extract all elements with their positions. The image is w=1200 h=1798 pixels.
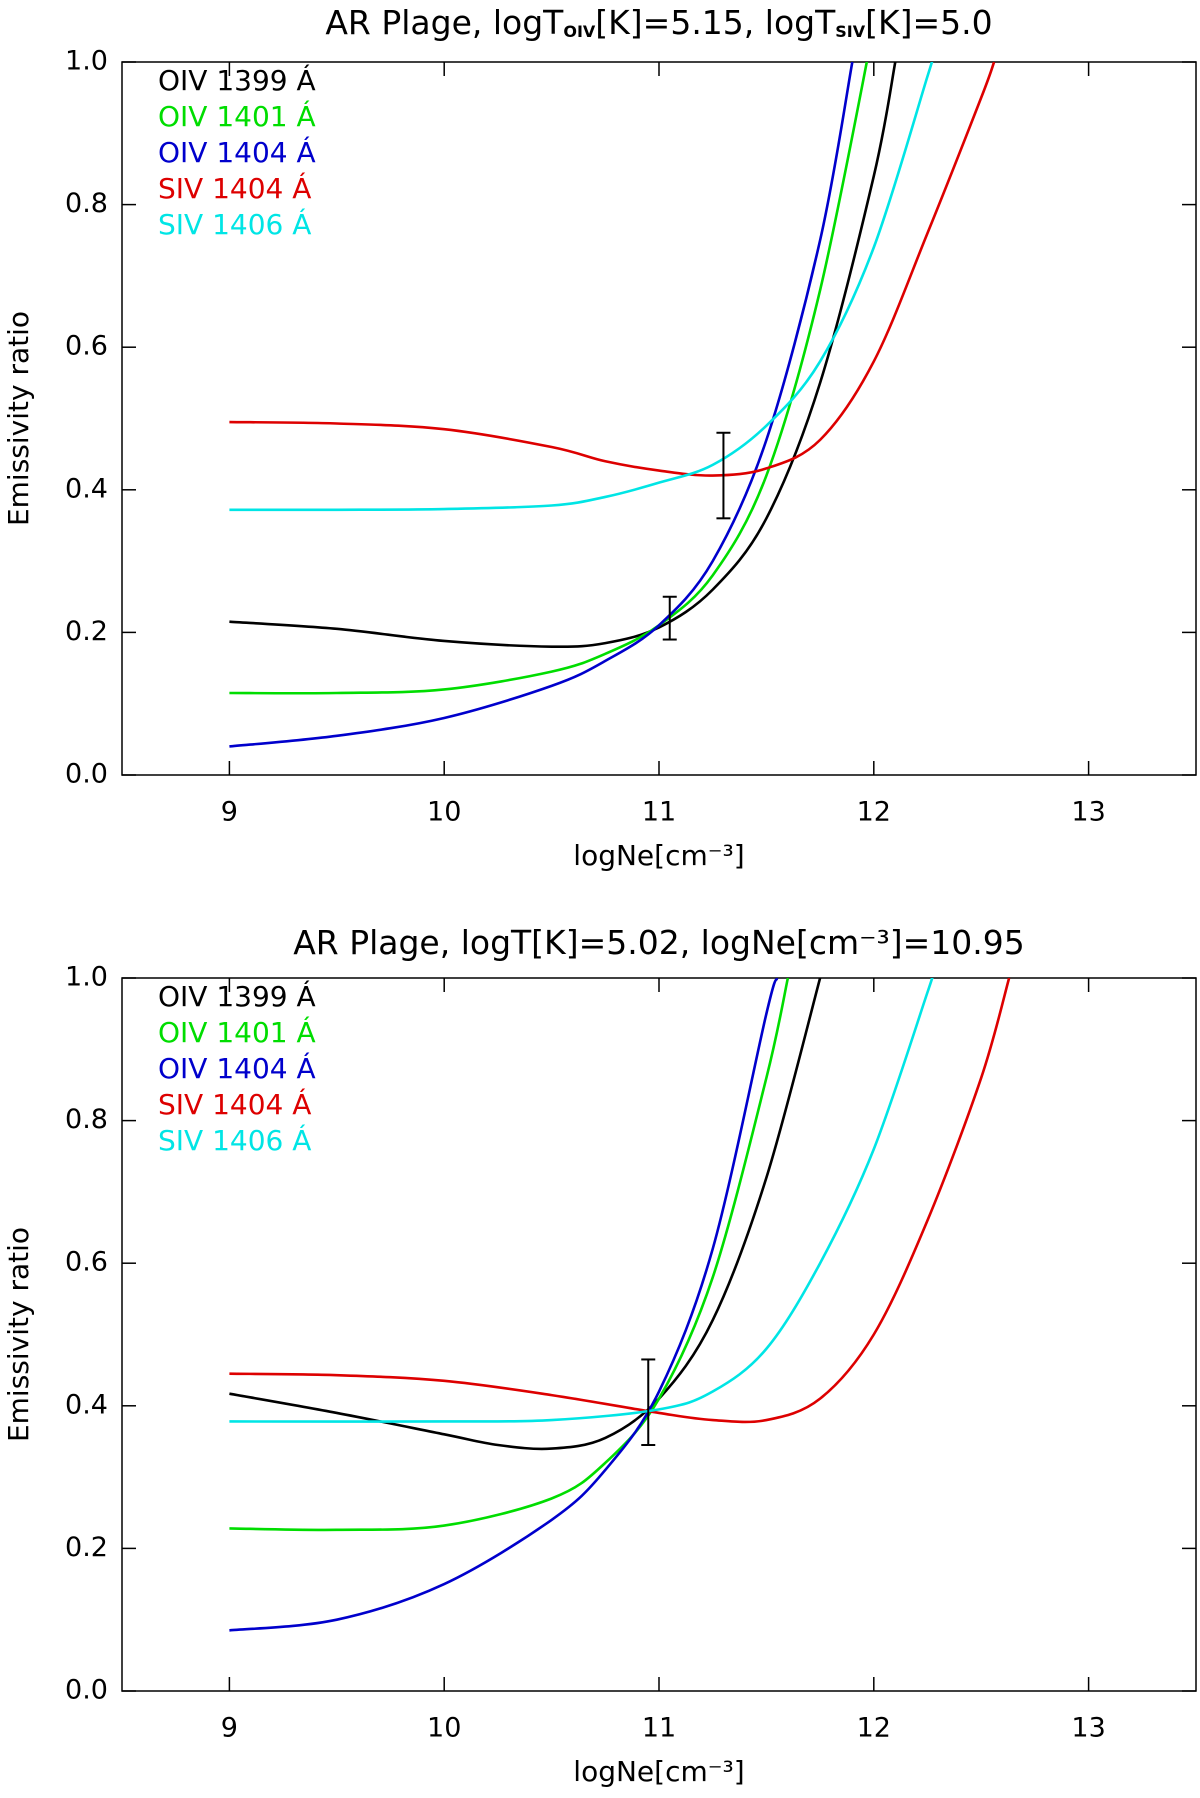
x-tick-label: 9 xyxy=(221,797,238,828)
chart: AR Plage, logTOIV[K]=5.15, logTSIV[K]=5.… xyxy=(2,3,1197,872)
legend-label: OIV 1404 Á xyxy=(158,135,316,169)
legend-label: OIV 1401 Á xyxy=(158,1015,316,1049)
y-tick-label: 0.0 xyxy=(65,1675,108,1706)
title-part: AR Plage, logT xyxy=(325,3,564,42)
line-series xyxy=(229,62,934,512)
line-series xyxy=(229,978,1011,1424)
legend-label: SIV 1404 Á xyxy=(158,1087,311,1121)
line-series xyxy=(229,62,854,748)
line-series xyxy=(229,978,934,1423)
line-series xyxy=(229,62,897,649)
x-axis-label: logNe[cm⁻³] xyxy=(573,1755,744,1788)
y-tick-label: 0.6 xyxy=(65,331,108,362)
title-part: [K]=5.0 xyxy=(865,3,993,42)
title-part: AR Plage, logT[K]=5.02, logNe[cm⁻³]=10.9… xyxy=(293,923,1025,962)
legend-label: OIV 1399 Á xyxy=(158,63,316,97)
x-tick-label: 11 xyxy=(642,1713,676,1744)
line-series xyxy=(229,978,779,1632)
y-tick-label: 1.0 xyxy=(65,46,108,77)
x-tick-label: 11 xyxy=(642,797,676,828)
legend-label: OIV 1401 Á xyxy=(158,99,316,133)
y-tick-label: 0.2 xyxy=(65,616,108,647)
x-tick-label: 12 xyxy=(857,1713,891,1744)
title-subscript: OIV xyxy=(563,22,596,41)
title-subscript: SIV xyxy=(835,22,865,41)
y-tick-label: 0.4 xyxy=(65,473,108,504)
line-series xyxy=(229,978,790,1532)
legend-label: OIV 1399 Á xyxy=(158,979,316,1013)
title-part: [K]=5.15, logT xyxy=(595,3,836,42)
x-tick-label: 13 xyxy=(1071,797,1105,828)
x-tick-label: 10 xyxy=(427,1713,461,1744)
chart-title: AR Plage, logTOIV[K]=5.15, logTSIV[K]=5.… xyxy=(325,3,992,42)
y-tick-label: 1.0 xyxy=(65,962,108,993)
x-tick-label: 13 xyxy=(1071,1713,1105,1744)
legend-label: SIV 1404 Á xyxy=(158,171,311,205)
y-tick-label: 0.6 xyxy=(65,1247,108,1278)
chart-title: AR Plage, logT[K]=5.02, logNe[cm⁻³]=10.9… xyxy=(293,923,1025,962)
legend-label: OIV 1404 Á xyxy=(158,1051,316,1085)
x-tick-label: 12 xyxy=(857,797,891,828)
y-tick-label: 0.8 xyxy=(65,1104,108,1135)
x-tick-label: 10 xyxy=(427,797,461,828)
y-tick-label: 0.2 xyxy=(65,1532,108,1563)
line-series xyxy=(229,62,869,695)
y-tick-label: 0.4 xyxy=(65,1389,108,1420)
legend-label: SIV 1406 Á xyxy=(158,1123,311,1157)
legend-label: SIV 1406 Á xyxy=(158,207,311,241)
y-axis-label: Emissivity ratio xyxy=(2,1227,35,1442)
y-axis-label: Emissivity ratio xyxy=(2,311,35,526)
y-tick-label: 0.0 xyxy=(65,759,108,790)
line-series xyxy=(229,62,996,477)
x-tick-label: 9 xyxy=(221,1713,238,1744)
y-tick-label: 0.8 xyxy=(65,188,108,219)
x-axis-label: logNe[cm⁻³] xyxy=(573,839,744,872)
chart: AR Plage, logT[K]=5.02, logNe[cm⁻³]=10.9… xyxy=(2,923,1197,1788)
